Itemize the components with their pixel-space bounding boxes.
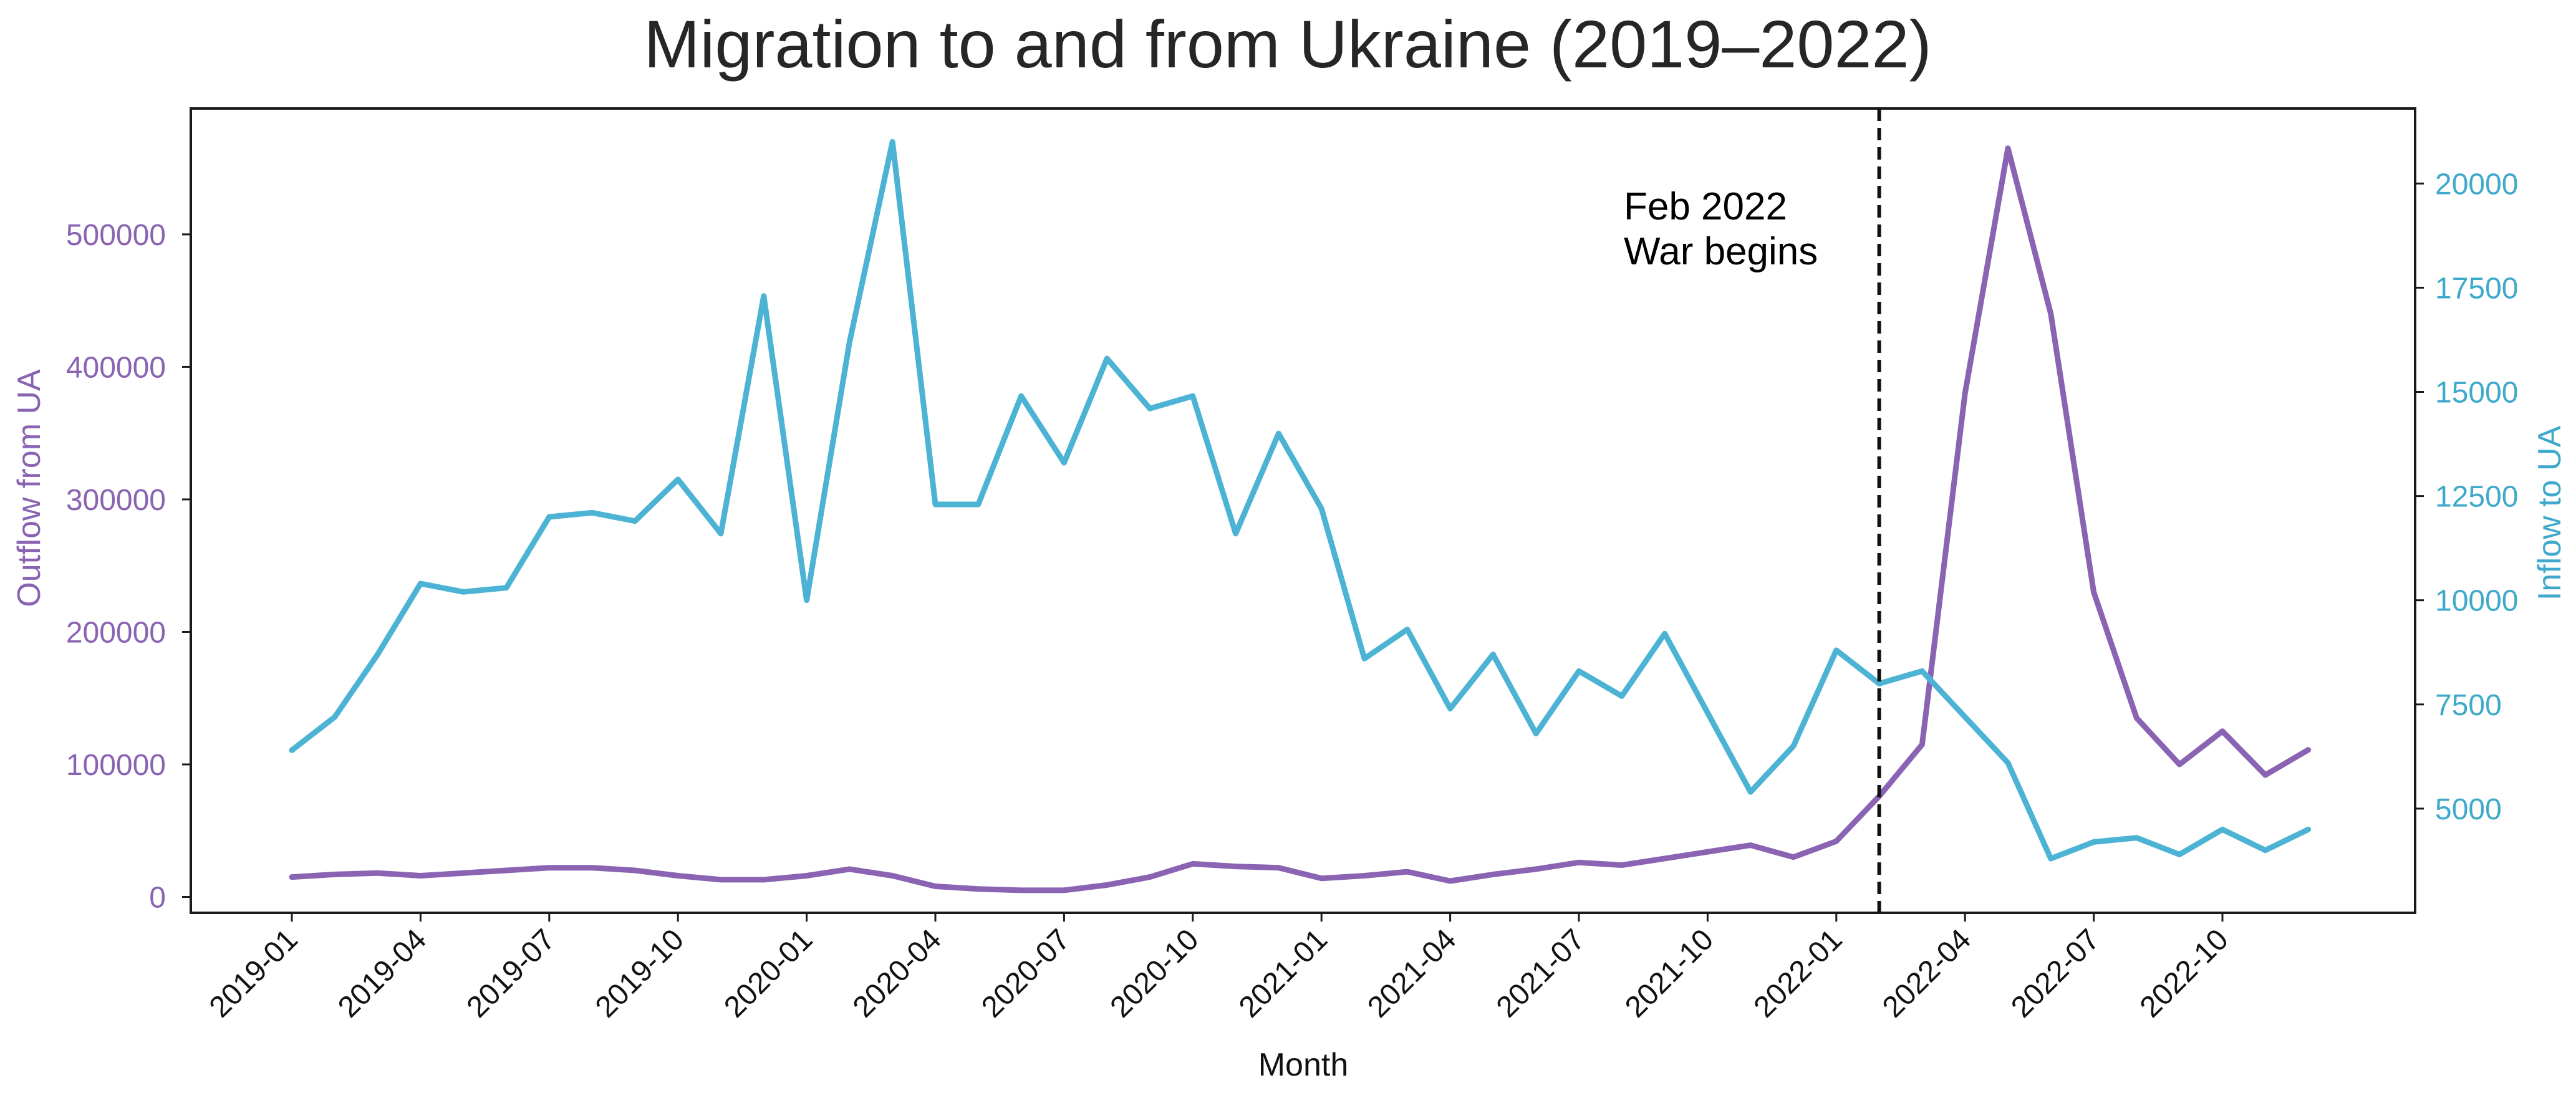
y-right-tick-label: 12500 <box>2435 481 2518 514</box>
x-tick-label: 2020-01 <box>718 923 819 1024</box>
annotation-text: Feb 2022 <box>1624 185 1787 228</box>
y-left-tick-label: 100000 <box>66 749 166 782</box>
x-tick-label: 2022-01 <box>1748 923 1849 1024</box>
x-tick-label: 2019-10 <box>589 923 690 1024</box>
x-tick-label: 2021-04 <box>1361 923 1462 1024</box>
y-left-tick-label: 300000 <box>66 484 166 517</box>
x-tick-label: 2021-07 <box>1490 923 1591 1024</box>
y-left-tick-label: 0 <box>149 881 166 914</box>
annotation-text: War begins <box>1624 230 1818 273</box>
y-right-tick-label: 17500 <box>2435 272 2518 305</box>
x-tick-label: 2022-04 <box>1876 923 1977 1024</box>
y-axis-left-label: Outflow from UA <box>11 369 47 607</box>
x-tick-label: 2022-07 <box>2005 923 2106 1024</box>
x-tick-label: 2021-10 <box>1619 923 1720 1024</box>
y-right-tick-label: 10000 <box>2435 585 2518 618</box>
y-right-tick-label: 7500 <box>2435 689 2502 722</box>
x-tick-label: 2020-04 <box>847 923 948 1024</box>
plot-frame <box>190 107 2416 914</box>
y-right-tick-label: 20000 <box>2435 168 2518 201</box>
chart-title: Migration to and from Ukraine (2019–2022… <box>644 6 1931 82</box>
y-left-tick-label: 400000 <box>66 351 166 384</box>
x-tick-label: 2020-10 <box>1104 923 1205 1024</box>
x-tick-label: 2019-07 <box>461 923 562 1024</box>
x-tick-label: 2019-04 <box>332 923 433 1024</box>
y-left-tick-label: 200000 <box>66 616 166 649</box>
inflow-series-line <box>289 139 2312 862</box>
y-right-tick-label: 5000 <box>2435 793 2502 826</box>
x-tick-label: 2020-07 <box>975 923 1076 1024</box>
x-tick-label: 2022-10 <box>2134 923 2235 1024</box>
y-left-tick-label: 500000 <box>66 219 166 252</box>
x-axis-label: Month <box>1258 1047 1349 1083</box>
x-tick-label: 2021-01 <box>1233 923 1334 1024</box>
y-right-tick-label: 15000 <box>2435 377 2518 410</box>
x-tick-label: 2019-01 <box>203 923 304 1024</box>
outflow-series-line <box>289 145 2312 893</box>
plot-area: 0 100000 200000 300000 400000 500000 5000 7500 1… <box>66 107 2518 1024</box>
y-axis-right-label: Inflow to UA <box>2532 426 2568 601</box>
